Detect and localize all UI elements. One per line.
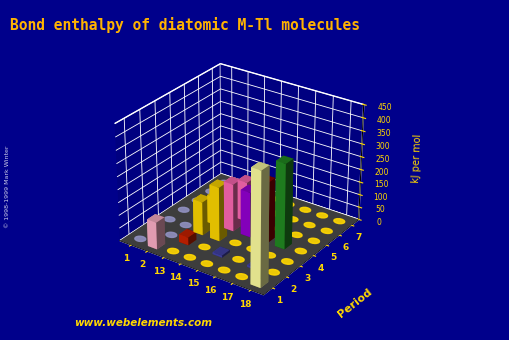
Text: © 1998-1999 Mark Winter: © 1998-1999 Mark Winter bbox=[5, 146, 10, 228]
Y-axis label: Period: Period bbox=[335, 286, 373, 319]
Text: Bond enthalpy of diatomic M-Tl molecules: Bond enthalpy of diatomic M-Tl molecules bbox=[10, 17, 359, 33]
Text: www.webelements.com: www.webelements.com bbox=[74, 318, 211, 328]
